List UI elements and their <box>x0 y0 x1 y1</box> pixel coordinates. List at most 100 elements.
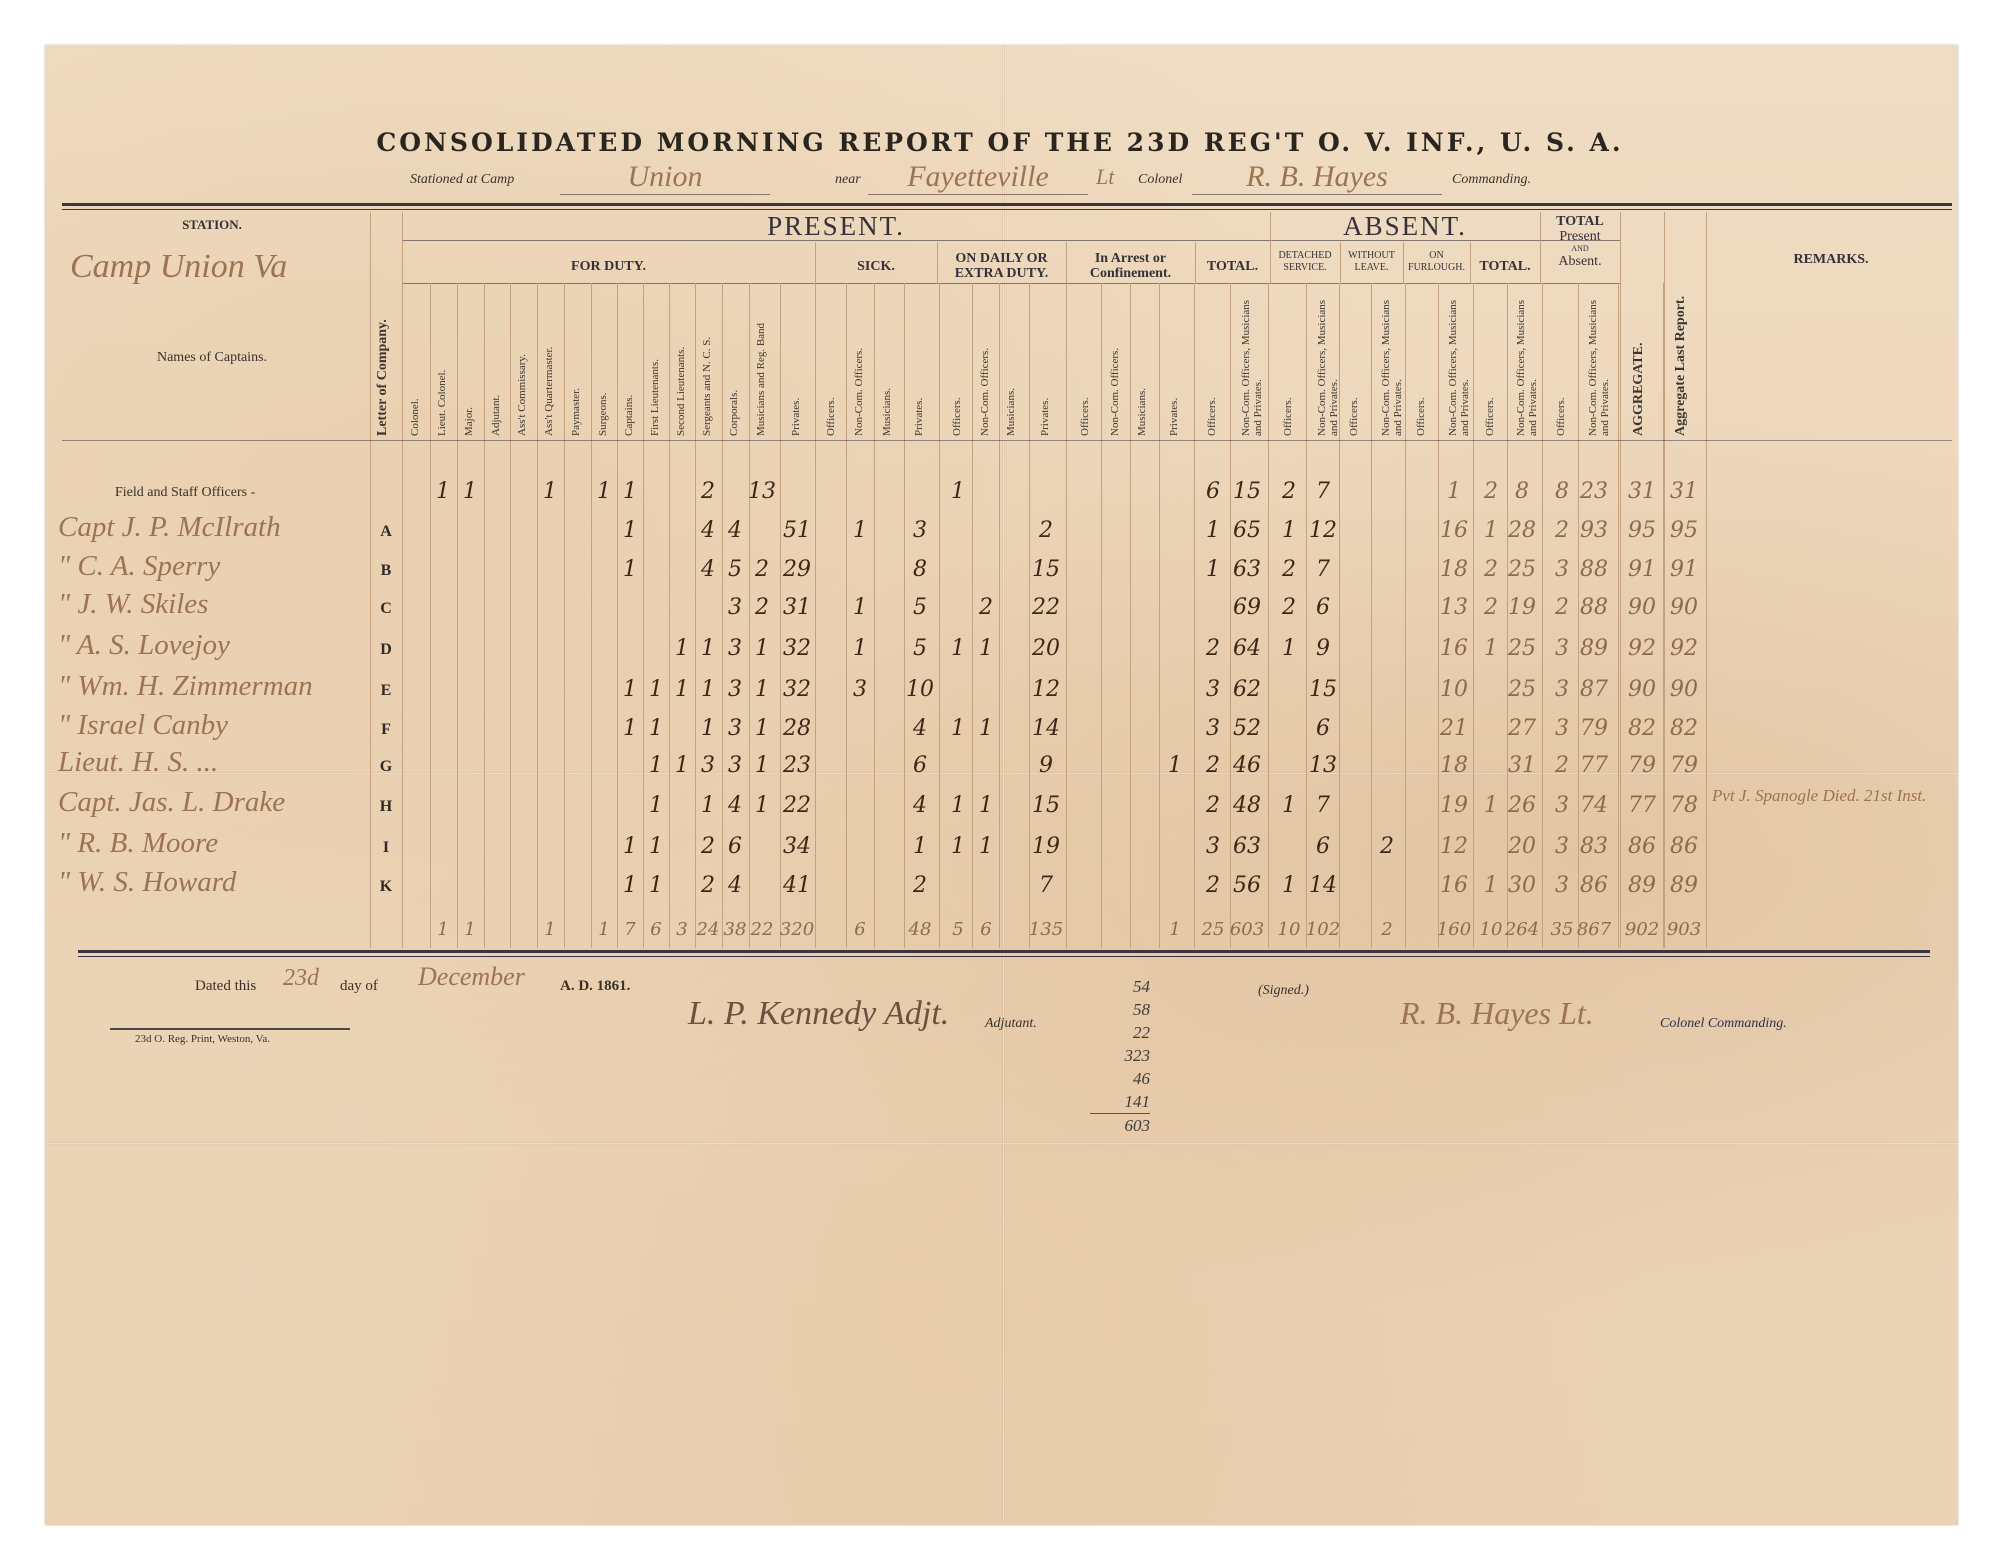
table-cell: 91 <box>1628 557 1656 582</box>
table-cell: 34 <box>783 834 811 859</box>
column-header: Ass't Quartermaster. <box>543 346 555 436</box>
rank-value: Lt <box>1096 164 1115 189</box>
table-cell: 10 <box>1479 919 1503 940</box>
table-bottom-rule <box>78 956 1930 957</box>
table-cell: 4 <box>701 518 715 543</box>
table-cell: 6 <box>854 919 866 940</box>
table-cell: 5 <box>913 595 927 620</box>
table-cell: 74 <box>1580 793 1608 818</box>
table-cell: 3 <box>1555 834 1569 859</box>
column-divider <box>1618 283 1619 948</box>
table-cell: 9 <box>1039 753 1053 778</box>
commanding-label: Commanding. <box>1452 172 1531 187</box>
section-divider <box>1664 212 1665 284</box>
column-divider <box>1130 283 1131 948</box>
column-header: Ass't Commissary. <box>516 354 528 436</box>
table-cell: 2 <box>1484 595 1498 620</box>
column-header: Privates. <box>790 397 802 436</box>
stationed-label: Stationed at Camp <box>410 172 515 187</box>
camp-value: Union <box>560 160 770 195</box>
table-cell: 78 <box>1670 793 1698 818</box>
table-cell: 30 <box>1508 873 1536 898</box>
table-cell: 2 <box>755 595 769 620</box>
table-cell: 7 <box>1316 793 1330 818</box>
table-cell: 1 <box>649 793 663 818</box>
fold-line-horizontal <box>45 772 1958 775</box>
table-cell: 1 <box>979 716 993 741</box>
captain-name: " W. S. Howard <box>58 866 237 898</box>
pencil-number: 46 <box>1133 1069 1150 1088</box>
group-divider <box>1470 242 1471 284</box>
table-cell: 3 <box>1555 716 1569 741</box>
captain-name: " J. W. Skiles <box>58 588 209 620</box>
table-cell: 52 <box>1233 716 1261 741</box>
table-cell: 9 <box>1316 636 1330 661</box>
table-cell: 1 <box>1282 873 1296 898</box>
table-cell: 89 <box>1670 873 1698 898</box>
column-header: Non-Com. Officers, Musicians and Private… <box>1240 299 1264 436</box>
table-cell: 12 <box>1309 518 1337 543</box>
table-cell: 87 <box>1580 677 1608 702</box>
table-cell: 1 <box>1484 636 1498 661</box>
table-cell: 77 <box>1628 793 1656 818</box>
header-rule <box>62 203 1952 206</box>
table-cell: 8 <box>1515 479 1529 504</box>
table-cell: 1 <box>913 834 927 859</box>
table-cell: 2 <box>1555 595 1569 620</box>
column-divider <box>510 283 511 948</box>
column-header: Officers. <box>825 397 837 436</box>
column-header: Non-Com. Officers, Musicians and Private… <box>1316 299 1340 436</box>
table-cell: 3 <box>1555 873 1569 898</box>
column-divider <box>780 283 781 948</box>
table-cell: 1 <box>951 636 965 661</box>
table-cell: 1 <box>1168 753 1182 778</box>
table-cell: 1 <box>649 716 663 741</box>
table-cell: 867 <box>1576 919 1612 940</box>
table-cell: 19 <box>1508 595 1536 620</box>
group-label-1: SICK. <box>857 259 895 274</box>
table-cell: 1 <box>649 753 663 778</box>
table-cell: 23 <box>1580 479 1608 504</box>
column-divider <box>564 283 565 948</box>
column-divider <box>669 283 670 948</box>
table-cell: 1 <box>623 677 637 702</box>
column-header: Adjutant. <box>490 394 502 436</box>
table-cell: 31 <box>1508 753 1536 778</box>
table-cell: 1 <box>853 636 867 661</box>
column-header: Officers. <box>1484 397 1496 436</box>
group-label-6: WITHOUT LEAVE. <box>1348 250 1395 273</box>
column-divider <box>1306 283 1307 948</box>
group-divider <box>1195 242 1196 284</box>
column-header: Captains. <box>623 394 635 436</box>
table-cell: 28 <box>783 716 811 741</box>
table-cell: 1 <box>1206 557 1220 582</box>
remark: Pvt J. Spanogle Died. 21st Inst. <box>1712 786 1927 805</box>
table-cell: 6 <box>980 919 992 940</box>
total-pa-line1: TOTAL <box>1556 214 1604 229</box>
table-cell: 1 <box>701 793 715 818</box>
table-cell: 4 <box>913 793 927 818</box>
table-cell: 2 <box>979 595 993 620</box>
table-cell: 903 <box>1666 919 1702 940</box>
column-header: Second Lieutenants. <box>675 346 687 436</box>
paper-sheet <box>45 45 1958 1525</box>
table-cell: 25 <box>1201 919 1225 940</box>
table-cell: 8 <box>1555 479 1569 504</box>
table-cell: 3 <box>676 919 688 940</box>
pencil-number: 603 <box>1124 1116 1151 1135</box>
header-rule <box>62 209 1952 210</box>
captain-name: " Wm. H. Zimmerman <box>58 670 313 702</box>
column-divider <box>484 283 485 948</box>
group-label-4: TOTAL. <box>1206 259 1259 274</box>
table-cell: 2 <box>1380 834 1394 859</box>
column-divider <box>1066 283 1067 948</box>
column-header: Privates. <box>1039 397 1051 436</box>
company-letter: K <box>379 878 393 895</box>
column-divider <box>1101 283 1102 948</box>
table-cell: 1 <box>755 753 769 778</box>
table-cell: 8 <box>913 557 927 582</box>
table-cell: 3 <box>1555 793 1569 818</box>
table-cell: 1 <box>623 557 637 582</box>
table-cell: 63 <box>1233 557 1261 582</box>
column-divider <box>537 283 538 948</box>
